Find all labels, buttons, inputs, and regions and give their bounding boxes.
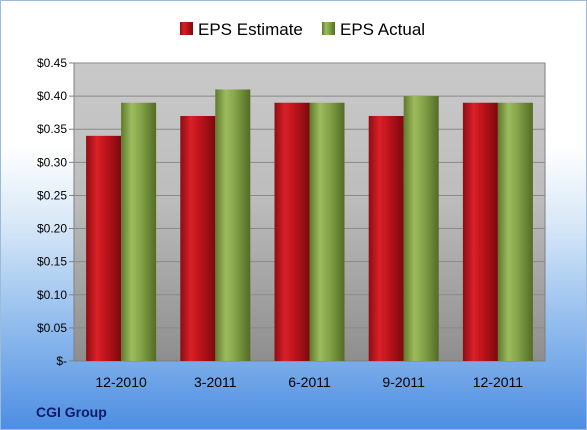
- y-tick-label: $0.45: [37, 56, 67, 70]
- bar-eps-estimate: [274, 102, 310, 361]
- y-tick-label: $0.20: [37, 222, 67, 236]
- bar-eps-actual: [215, 89, 251, 361]
- y-axis-ticks: $- $0.05 $0.10 $0.15 $0.20 $0.25 $0.30 $0.35 $0.…: [37, 56, 67, 368]
- y-tick-label: $0.15: [37, 255, 67, 269]
- x-tick-label: 12-2010: [95, 374, 147, 390]
- y-tick-label: $0.05: [37, 321, 67, 335]
- legend-label-actual: EPS Actual: [340, 20, 425, 39]
- y-tick-label: $0.40: [37, 89, 67, 103]
- legend-swatch-actual: [322, 22, 335, 35]
- bar-eps-actual: [309, 102, 345, 361]
- y-tick-label: $0.30: [37, 155, 67, 169]
- bar-eps-estimate: [86, 135, 122, 361]
- bar-eps-estimate: [180, 115, 216, 361]
- y-tick-label: $0.25: [37, 188, 67, 202]
- bar-eps-actual: [497, 102, 533, 361]
- bar-eps-actual: [121, 102, 157, 361]
- x-tick-label: 9-2011: [382, 374, 425, 390]
- y-tick-label: $-: [56, 354, 67, 368]
- x-tick-label: 3-2011: [194, 374, 237, 390]
- company-label: CGI Group: [36, 404, 107, 420]
- bars: [86, 89, 533, 361]
- legend-swatch-estimate: [180, 22, 193, 35]
- bar-eps-actual: [403, 96, 439, 361]
- bar-eps-estimate: [462, 102, 498, 361]
- legend: EPS Estimate EPS Actual: [180, 20, 425, 39]
- legend-label-estimate: EPS Estimate: [198, 20, 303, 39]
- y-tick-label: $0.10: [37, 288, 67, 302]
- y-tick-label: $0.35: [37, 122, 67, 136]
- x-tick-label: 6-2011: [288, 374, 331, 390]
- x-axis-ticks: 12-2010 3-2011 6-2011 9-2011 12-2011: [95, 374, 523, 390]
- x-tick-label: 12-2011: [473, 374, 524, 390]
- bar-eps-estimate: [368, 115, 404, 361]
